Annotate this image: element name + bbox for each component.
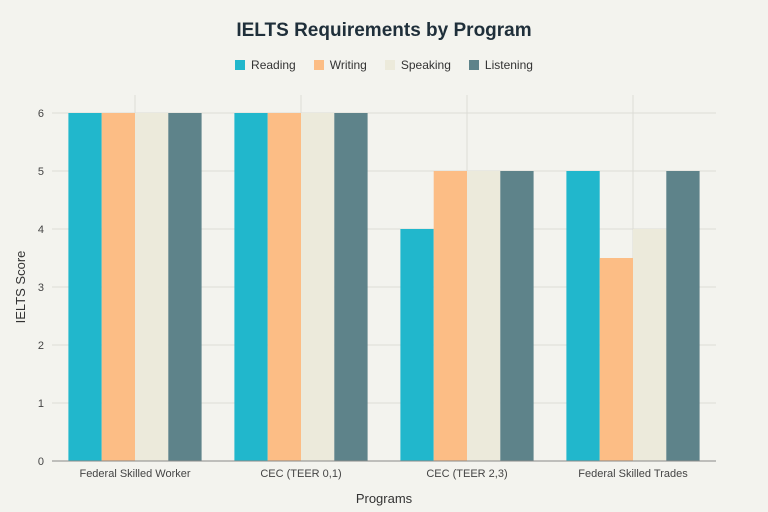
bar-writing: [433, 171, 467, 461]
bar-writing: [101, 113, 135, 461]
legend-item-writing[interactable]: Writing: [313, 58, 367, 72]
x-tick-label: CEC (TEER 2,3): [426, 468, 507, 480]
y-tick-label: 5: [38, 166, 44, 178]
bar-speaking: [633, 229, 667, 461]
x-tick-label: CEC (TEER 0,1): [260, 468, 341, 480]
legend-swatch-writing: [313, 60, 324, 70]
legend-label-writing: Writing: [329, 58, 367, 72]
legend-swatch-speaking: [384, 60, 395, 70]
bar-writing: [267, 113, 301, 461]
x-tick-label: Federal Skilled Worker: [79, 468, 190, 480]
legend-swatch-listening: [468, 60, 479, 70]
bar-writing: [599, 258, 633, 461]
y-axis-title: IELTS Score: [13, 251, 28, 324]
y-tick-label: 6: [38, 108, 44, 120]
bar-reading: [68, 113, 102, 461]
chart-title: IELTS Requirements by Program: [236, 20, 532, 41]
legend-label-speaking: Speaking: [400, 58, 451, 72]
bar-listening: [500, 171, 534, 461]
legend: Reading Writing Speaking Listening: [0, 58, 768, 72]
bar-speaking: [301, 113, 335, 461]
y-tick-label: 0: [38, 456, 44, 468]
bar-reading: [566, 171, 600, 461]
legend-label-listening: Listening: [484, 58, 533, 72]
y-tick-label: 4: [38, 224, 44, 236]
x-tick-label: Federal Skilled Trades: [578, 468, 688, 480]
legend-item-listening[interactable]: Listening: [468, 58, 533, 72]
bar-listening: [334, 113, 368, 461]
bar-listening: [666, 171, 700, 461]
y-tick-label: 2: [38, 340, 44, 352]
x-axis-title: Programs: [356, 491, 413, 506]
bar-reading: [400, 229, 434, 461]
bar-speaking: [135, 113, 169, 461]
y-tick-label: 3: [38, 282, 44, 294]
legend-swatch-reading: [235, 60, 246, 70]
y-tick-label: 1: [38, 398, 44, 410]
bar-reading: [234, 113, 268, 461]
legend-item-speaking[interactable]: Speaking: [384, 58, 451, 72]
legend-item-reading[interactable]: Reading: [235, 58, 296, 72]
legend-label-reading: Reading: [251, 58, 296, 72]
bar-speaking: [467, 171, 501, 461]
bar-listening: [168, 113, 202, 461]
